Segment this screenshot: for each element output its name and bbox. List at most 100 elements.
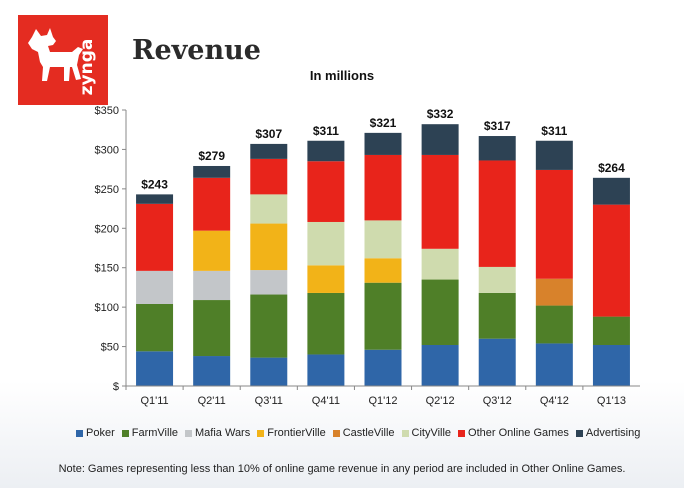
x-tick-label: Q3'11 [255, 395, 283, 407]
bar-stack: $332 [421, 107, 459, 386]
bar-segment-cityville [364, 220, 402, 259]
bar-segment-other-online-games [592, 204, 630, 317]
bar-segment-mafia-wars [250, 270, 288, 295]
legend-swatch [575, 429, 583, 437]
legend-label: Mafia Wars [195, 427, 251, 439]
bar-segment-cityville [250, 194, 288, 224]
legend-label: CityVille [411, 427, 452, 439]
y-tick-label: $50 [101, 342, 119, 354]
bar-segment-farmville [592, 316, 630, 345]
legend-swatch [76, 429, 83, 437]
x-tick-label: Q2'11 [198, 395, 226, 407]
legend-item: CastleVille [332, 427, 395, 439]
bar-segment-poker [592, 344, 630, 386]
bar-total-label: $317 [484, 119, 511, 133]
legend-label: Other Online Games [468, 427, 569, 439]
bar-segment-advertising [535, 140, 573, 170]
legend-item: FarmVille [121, 427, 179, 439]
x-tick-label: Q1'13 [597, 395, 626, 407]
bar-segment-frontierville [307, 265, 345, 293]
bar-segment-poker [193, 356, 231, 386]
bar-segment-other-online-games [307, 161, 345, 222]
bar-segment-castleville [535, 278, 573, 306]
bar-segment-poker [364, 349, 402, 386]
bar-total-label: $243 [141, 177, 168, 191]
bar-segment-farmville [478, 292, 516, 339]
bar-stack: $321 [364, 116, 402, 386]
chart-legend: Poker FarmVille Mafia Wars FrontierVille Cas… [76, 427, 640, 439]
bar-stack: $307 [250, 127, 288, 386]
bar-total-label: $279 [198, 149, 225, 163]
bar-segment-cityville [421, 248, 459, 280]
legend-item: Mafia Wars [185, 427, 250, 439]
bar-segment-poker [535, 343, 573, 386]
y-tick-label: $250 [95, 184, 119, 196]
bar-stack: $317 [478, 119, 516, 386]
y-tick-label: $350 [95, 105, 119, 117]
legend-swatch [332, 429, 340, 437]
legend-swatch [185, 429, 193, 437]
bar-segment-other-online-games [250, 158, 288, 195]
bar-segment-other-online-games [136, 203, 174, 271]
bar-segment-poker [136, 351, 174, 386]
bar-segment-cityville [478, 266, 516, 293]
legend-label: FrontierVille [267, 427, 326, 439]
bar-stack: $279 [193, 149, 231, 386]
y-tick-label: $ [113, 381, 119, 393]
legend-item: Other Online Games [458, 427, 569, 439]
bar-stacks: $243 $279 $307 $311 $321 $332 $317 $311 $264 [136, 107, 630, 386]
bar-segment-other-online-games [478, 160, 516, 267]
bar-stack: $243 [136, 177, 174, 386]
zynga-logo: zynga [18, 15, 108, 105]
revenue-stacked-bar-chart: $ $50 $100 $150 $200 $250 $300 $350 $243 $279 $30… [95, 105, 640, 407]
zynga-dog-icon: zynga [28, 28, 97, 96]
bar-segment-farmville [535, 305, 573, 344]
bar-stack: $264 [592, 161, 630, 386]
x-tick-label: Q4'12 [540, 395, 569, 407]
bar-segment-advertising [136, 194, 174, 204]
bar-segment-advertising [364, 132, 402, 155]
x-tick-label: Q1'12 [368, 395, 397, 407]
bar-segment-farmville [364, 282, 402, 350]
bar-segment-farmville [193, 300, 231, 357]
page-title: Revenue [132, 35, 261, 66]
bar-total-label: $321 [370, 116, 397, 130]
bar-segment-frontierville [193, 230, 231, 271]
bar-segment-other-online-games [421, 154, 459, 249]
bar-segment-advertising [193, 165, 231, 178]
legend-item: Poker [76, 427, 115, 439]
legend-label: FarmVille [131, 427, 179, 439]
legend-swatch [121, 429, 129, 437]
legend-swatch [257, 429, 265, 437]
bar-total-label: $332 [427, 107, 454, 121]
bar-segment-other-online-games [535, 169, 573, 279]
legend-item: CityVille [401, 427, 452, 439]
bar-segment-advertising [421, 124, 459, 155]
y-tick-label: $300 [95, 144, 119, 156]
legend-item: FrontierVille [257, 427, 326, 439]
bar-segment-mafia-wars [193, 270, 231, 301]
bar-segment-advertising [478, 136, 516, 161]
legend-swatch [458, 429, 466, 437]
x-tick-label: Q1'11 [140, 395, 168, 407]
y-tick-label: $150 [95, 263, 119, 275]
bar-segment-advertising [592, 177, 630, 205]
footnote: Note: Games representing less than 10% o… [58, 463, 626, 475]
bar-segment-poker [307, 354, 345, 386]
x-tick-label: Q2'12 [426, 395, 455, 407]
legend-swatch [401, 429, 409, 437]
bar-stack: $311 [307, 124, 345, 386]
y-axis: $ $50 $100 $150 $200 $250 $300 $350 [95, 105, 127, 393]
bar-segment-frontierville [250, 223, 288, 271]
bar-segment-poker [421, 344, 459, 386]
legend-item: Advertising [575, 427, 641, 439]
bar-segment-mafia-wars [136, 270, 174, 304]
bar-segment-farmville [136, 303, 174, 352]
y-tick-label: $100 [95, 302, 119, 314]
bar-segment-farmville [307, 292, 345, 355]
chart-subtitle: In millions [309, 68, 375, 83]
logo-wordmark: zynga [77, 39, 97, 96]
legend-label: Advertising [585, 427, 641, 439]
x-tick-label: Q4'11 [312, 395, 340, 407]
